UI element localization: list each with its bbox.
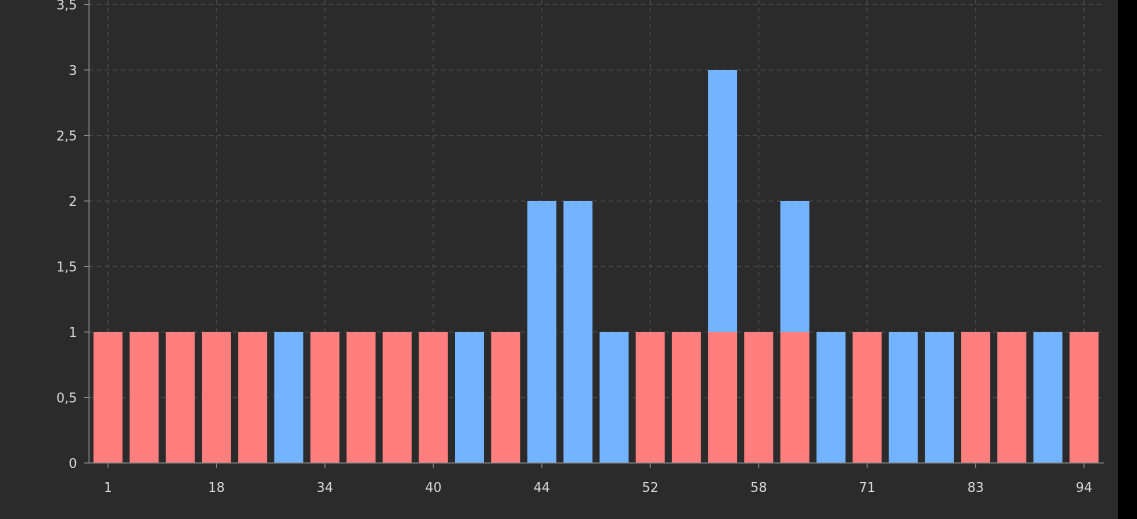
x-tick-label: 18 [208, 481, 225, 496]
x-tick-label: 94 [1076, 481, 1093, 496]
y-tick-label: 1 [69, 326, 77, 341]
y-tick-label: 0 [69, 457, 77, 472]
bar-segment-blue [599, 332, 629, 463]
bar-segment-red [310, 332, 340, 463]
y-tick-label: 2 [69, 195, 77, 210]
x-tick-label: 34 [317, 481, 334, 496]
bar-segment-red [165, 332, 195, 463]
x-tick-label: 1 [104, 481, 112, 496]
bar-segment-red [671, 332, 701, 463]
bar-segment-red [708, 332, 738, 463]
bar-segment-red [129, 332, 159, 463]
bar-segment-red [93, 332, 123, 463]
bar-segment-red [1069, 332, 1099, 463]
y-tick-label: 2,5 [56, 130, 77, 145]
bar-segment-red [744, 332, 774, 463]
x-axis-ticks: 1 18 34 40 44 52 58 71 83 94 [104, 463, 1092, 496]
bar-segment-red [635, 332, 665, 463]
bar-segment-blue [455, 332, 484, 463]
y-tick-label: 1,5 [56, 261, 77, 276]
bars-layer [93, 70, 1099, 463]
bar-segment-red [382, 332, 412, 463]
bar-segment-red [418, 332, 448, 463]
x-tick-label: 40 [425, 481, 442, 496]
bar-segment-blue [924, 332, 954, 463]
bar-segment-red [346, 332, 376, 463]
x-tick-label: 71 [859, 481, 876, 496]
bar-segment-red [491, 332, 521, 463]
bar-segment-blue [888, 332, 918, 463]
bar-segment-blue [274, 332, 304, 463]
x-tick-label: 52 [642, 481, 659, 496]
bar-segment-blue [1033, 332, 1063, 463]
x-tick-label: 83 [967, 481, 984, 496]
x-tick-label: 44 [534, 481, 551, 496]
bar-segment-blue [816, 332, 846, 463]
bar-segment-red [201, 332, 231, 463]
bar-segment-red [780, 332, 810, 463]
bar-segment-red [852, 332, 882, 463]
bar-segment-red [238, 332, 268, 463]
bar-segment-blue [527, 201, 557, 463]
y-axis-ticks: 0 0,5 1 1,5 2 2,5 3 3,5 [56, 0, 89, 472]
y-tick-label: 0,5 [56, 392, 77, 407]
bar-segment-red [961, 332, 991, 463]
bar-segment-blue [780, 201, 810, 332]
bar-segment-red [997, 332, 1027, 463]
bar-segment-blue [708, 70, 738, 332]
x-tick-label: 58 [750, 481, 767, 496]
bar-segment-blue [563, 201, 593, 463]
y-tick-label: 3,5 [56, 0, 77, 14]
y-tick-label: 3 [69, 64, 77, 79]
